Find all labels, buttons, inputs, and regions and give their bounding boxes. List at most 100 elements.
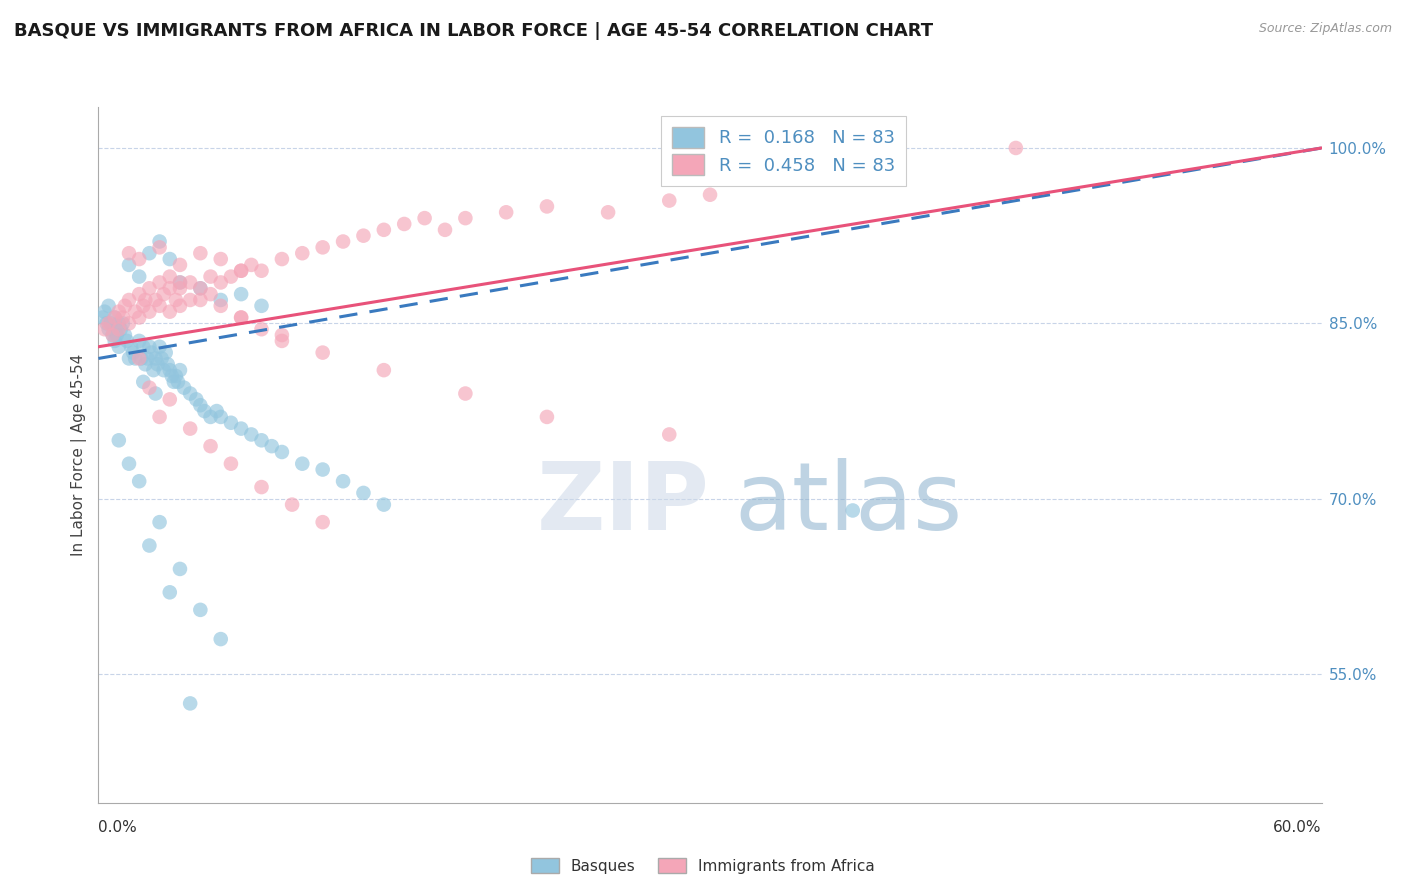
Point <box>128 474 150 488</box>
Point <box>169 276 191 290</box>
Point <box>160 369 183 384</box>
Point <box>392 217 416 231</box>
Point <box>841 503 863 517</box>
Point <box>413 211 436 226</box>
Point <box>167 375 190 389</box>
Point <box>108 317 131 331</box>
Point <box>118 293 141 307</box>
Point <box>104 334 127 348</box>
Point <box>536 199 558 213</box>
Point <box>658 194 681 208</box>
Point <box>658 427 681 442</box>
Point <box>114 328 136 343</box>
Point <box>231 287 253 301</box>
Point <box>145 386 167 401</box>
Point <box>188 281 212 295</box>
Point <box>209 632 232 646</box>
Point <box>149 340 172 354</box>
Point <box>138 340 160 354</box>
Point <box>159 392 181 407</box>
Point <box>495 205 517 219</box>
Point <box>250 322 273 336</box>
Point <box>122 345 145 359</box>
Y-axis label: In Labor Force | Age 45-54: In Labor Force | Age 45-54 <box>72 354 87 556</box>
Point <box>120 340 142 354</box>
Point <box>108 304 131 318</box>
Point <box>118 351 141 366</box>
Point <box>149 276 172 290</box>
Point <box>454 211 477 226</box>
Point <box>97 322 120 336</box>
Point <box>111 317 134 331</box>
Point <box>110 322 132 336</box>
Point <box>231 264 253 278</box>
Point <box>145 293 167 307</box>
Point <box>128 310 150 325</box>
Point <box>150 351 173 366</box>
Point <box>169 281 191 295</box>
Point <box>219 416 242 430</box>
Point <box>149 409 172 424</box>
Point <box>373 363 395 377</box>
Point <box>128 252 150 266</box>
Point <box>97 317 120 331</box>
Point <box>104 310 127 325</box>
Point <box>159 281 181 295</box>
Point <box>97 299 120 313</box>
Point <box>159 252 181 266</box>
Point <box>138 304 160 318</box>
Point <box>231 264 253 278</box>
Point <box>179 422 201 436</box>
Point <box>231 310 253 325</box>
Point <box>193 404 215 418</box>
Point <box>145 351 167 366</box>
Point <box>179 276 201 290</box>
Point <box>312 240 335 254</box>
Point <box>152 363 174 377</box>
Point <box>169 363 191 377</box>
Point <box>200 439 222 453</box>
Point <box>188 293 212 307</box>
Point <box>142 363 165 377</box>
Point <box>155 345 177 359</box>
Point <box>138 539 160 553</box>
Point <box>100 317 122 331</box>
Point <box>149 240 172 254</box>
Legend: R =  0.168   N = 83, R =  0.458   N = 83: R = 0.168 N = 83, R = 0.458 N = 83 <box>661 116 905 186</box>
Legend: Basques, Immigrants from Africa: Basques, Immigrants from Africa <box>524 852 882 880</box>
Point <box>373 223 395 237</box>
Point <box>124 351 146 366</box>
Point <box>115 334 138 348</box>
Point <box>108 434 131 448</box>
Point <box>332 235 354 249</box>
Point <box>209 299 232 313</box>
Point <box>209 409 232 424</box>
Text: 0.0%: 0.0% <box>98 821 138 835</box>
Point <box>152 287 174 301</box>
Point <box>1004 141 1026 155</box>
Point <box>118 457 141 471</box>
Point <box>169 562 191 576</box>
Point <box>596 205 619 219</box>
Point <box>433 223 456 237</box>
Point <box>231 310 253 325</box>
Point <box>260 439 283 453</box>
Point <box>179 293 201 307</box>
Point <box>169 276 191 290</box>
Point <box>159 269 181 284</box>
Point <box>156 357 179 371</box>
Point <box>101 328 124 343</box>
Point <box>352 228 374 243</box>
Point <box>138 281 160 295</box>
Point <box>149 235 172 249</box>
Point <box>173 381 195 395</box>
Point <box>536 409 558 424</box>
Point <box>159 585 181 599</box>
Point <box>270 334 294 348</box>
Point <box>128 351 150 366</box>
Point <box>270 445 294 459</box>
Point <box>291 457 314 471</box>
Point <box>149 515 172 529</box>
Point <box>101 328 124 343</box>
Point <box>163 375 186 389</box>
